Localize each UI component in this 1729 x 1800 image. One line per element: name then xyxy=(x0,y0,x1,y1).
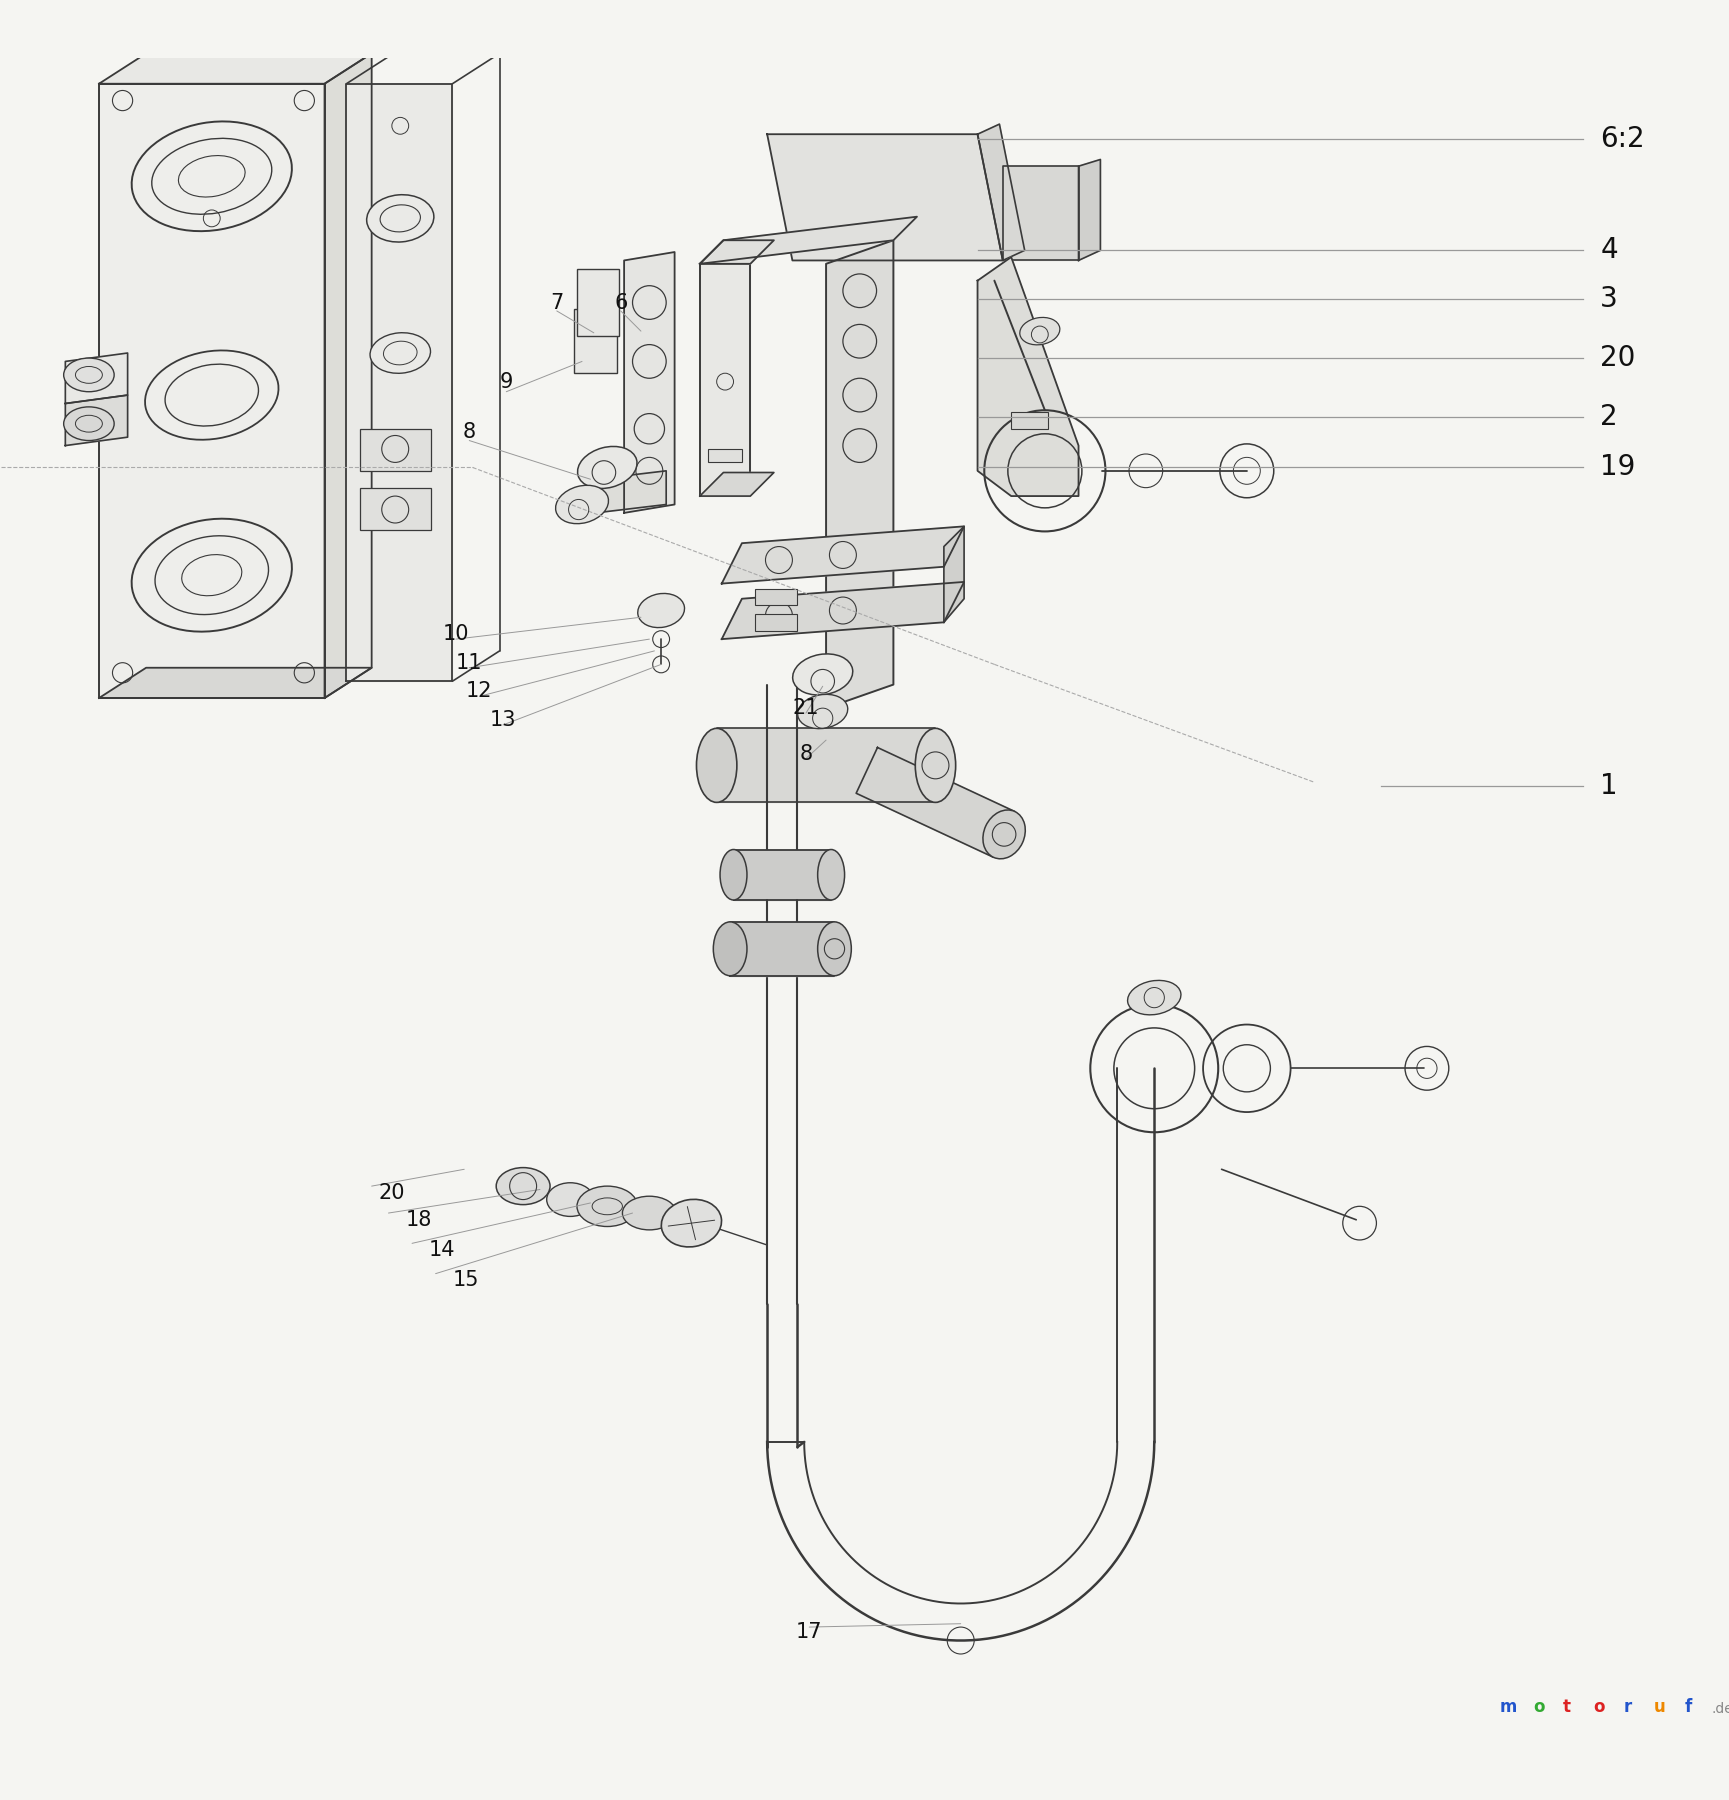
Ellipse shape xyxy=(131,518,292,632)
Polygon shape xyxy=(624,252,674,513)
Text: o: o xyxy=(1594,1697,1605,1715)
Text: 2: 2 xyxy=(1601,403,1618,430)
Text: 17: 17 xyxy=(795,1622,823,1642)
Bar xyxy=(756,589,797,605)
Text: 10: 10 xyxy=(443,625,469,644)
Polygon shape xyxy=(325,54,372,698)
Ellipse shape xyxy=(1127,981,1181,1015)
Text: 4: 4 xyxy=(1601,236,1618,265)
Bar xyxy=(360,488,431,529)
Bar xyxy=(574,310,617,373)
Text: 14: 14 xyxy=(429,1240,456,1260)
Text: 6: 6 xyxy=(614,293,628,313)
Text: 21: 21 xyxy=(792,698,820,718)
Polygon shape xyxy=(700,216,916,265)
Polygon shape xyxy=(66,394,128,446)
Polygon shape xyxy=(700,473,775,497)
Ellipse shape xyxy=(64,358,114,392)
Polygon shape xyxy=(721,581,965,639)
Text: 19: 19 xyxy=(1601,454,1636,481)
Bar xyxy=(1011,412,1048,428)
Polygon shape xyxy=(718,729,935,803)
Ellipse shape xyxy=(818,850,844,900)
Ellipse shape xyxy=(164,364,258,427)
Ellipse shape xyxy=(370,333,431,373)
Ellipse shape xyxy=(145,351,278,439)
Text: 18: 18 xyxy=(406,1210,432,1229)
Ellipse shape xyxy=(496,1168,550,1204)
Polygon shape xyxy=(944,526,965,623)
Ellipse shape xyxy=(622,1197,676,1229)
Polygon shape xyxy=(721,526,965,583)
Ellipse shape xyxy=(697,729,737,803)
Text: 3: 3 xyxy=(1601,284,1618,313)
Polygon shape xyxy=(856,747,1015,857)
Text: 13: 13 xyxy=(489,709,517,731)
Ellipse shape xyxy=(555,486,609,524)
Ellipse shape xyxy=(64,407,114,441)
Text: 8: 8 xyxy=(799,743,813,763)
Text: 15: 15 xyxy=(453,1271,479,1291)
Polygon shape xyxy=(595,472,666,513)
Text: m: m xyxy=(1499,1697,1516,1715)
Polygon shape xyxy=(977,124,1025,261)
Ellipse shape xyxy=(152,139,271,214)
Polygon shape xyxy=(346,85,453,680)
Text: 7: 7 xyxy=(550,293,564,313)
Ellipse shape xyxy=(1020,317,1060,346)
Text: 11: 11 xyxy=(456,653,482,673)
Text: t: t xyxy=(1563,1697,1572,1715)
Polygon shape xyxy=(66,353,128,403)
Text: .de: .de xyxy=(1712,1703,1729,1715)
Ellipse shape xyxy=(131,121,292,230)
Polygon shape xyxy=(1079,160,1100,261)
Ellipse shape xyxy=(367,194,434,241)
Ellipse shape xyxy=(719,850,747,900)
Ellipse shape xyxy=(818,922,851,976)
Ellipse shape xyxy=(660,1199,721,1247)
Polygon shape xyxy=(826,239,894,707)
Ellipse shape xyxy=(982,810,1025,859)
Text: f: f xyxy=(1684,1697,1691,1715)
Text: 1: 1 xyxy=(1601,772,1618,799)
Ellipse shape xyxy=(714,922,747,976)
Bar xyxy=(577,268,619,337)
Polygon shape xyxy=(99,54,372,85)
Ellipse shape xyxy=(546,1183,593,1217)
Text: u: u xyxy=(1655,1697,1665,1715)
Text: 12: 12 xyxy=(467,682,493,702)
Ellipse shape xyxy=(797,695,847,729)
Polygon shape xyxy=(768,135,1003,261)
Bar xyxy=(709,448,742,463)
Bar xyxy=(360,428,431,472)
Polygon shape xyxy=(99,668,372,698)
Text: r: r xyxy=(1624,1697,1632,1715)
Bar xyxy=(756,614,797,630)
Ellipse shape xyxy=(792,653,852,695)
Ellipse shape xyxy=(915,729,956,803)
Polygon shape xyxy=(700,265,750,497)
Polygon shape xyxy=(733,850,832,900)
Ellipse shape xyxy=(638,594,685,628)
Ellipse shape xyxy=(577,446,636,488)
Polygon shape xyxy=(977,257,1079,497)
Text: 20: 20 xyxy=(379,1183,405,1202)
Polygon shape xyxy=(1003,166,1079,261)
Polygon shape xyxy=(730,922,835,976)
Ellipse shape xyxy=(577,1186,638,1226)
Text: 20: 20 xyxy=(1601,344,1636,373)
Polygon shape xyxy=(700,239,775,265)
Text: o: o xyxy=(1534,1697,1544,1715)
Ellipse shape xyxy=(156,536,268,614)
Text: 6:2: 6:2 xyxy=(1601,126,1644,153)
Text: 9: 9 xyxy=(500,371,514,392)
Text: 8: 8 xyxy=(463,423,475,443)
Polygon shape xyxy=(99,85,325,698)
